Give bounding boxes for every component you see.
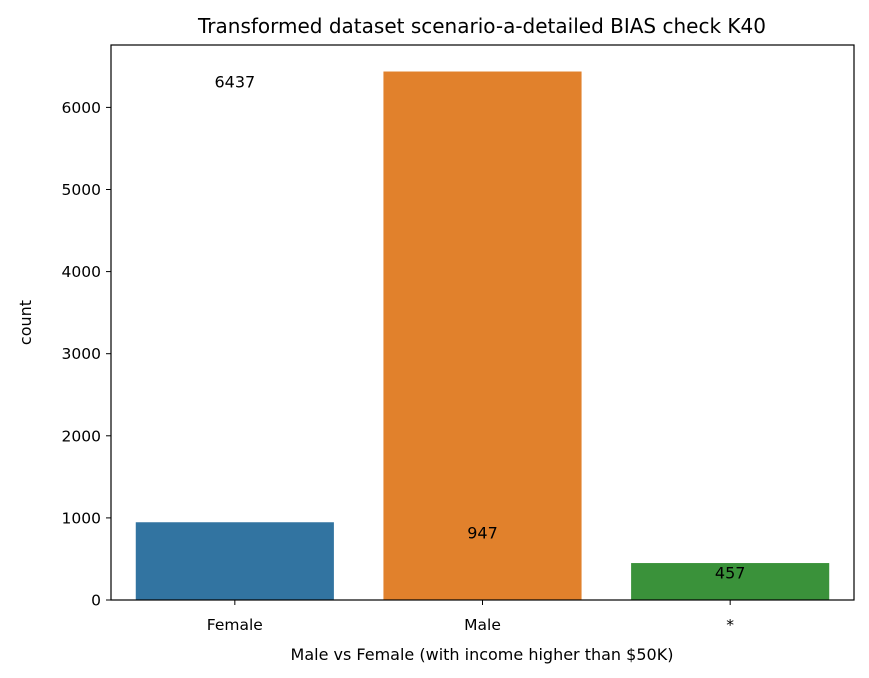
x-tick-label: Female <box>207 616 263 634</box>
bar-female <box>135 522 334 600</box>
chart-title: Transformed dataset scenario-a-detailed … <box>197 14 766 38</box>
y-tick-label: 0 <box>91 592 101 610</box>
y-tick-label: 1000 <box>62 509 101 527</box>
bar-male <box>383 71 582 600</box>
x-axis-label: Male vs Female (with income higher than … <box>291 645 674 664</box>
y-tick-label: 2000 <box>62 427 101 445</box>
x-tick-label: * <box>726 616 734 634</box>
y-tick-label: 6000 <box>62 99 101 117</box>
bars-group <box>135 71 830 600</box>
y-axis: 0 1000 2000 3000 4000 5000 6000 <box>62 99 111 610</box>
data-label: 947 <box>467 523 498 542</box>
y-tick-label: 4000 <box>62 263 101 281</box>
y-tick-label: 3000 <box>62 345 101 363</box>
data-label: 457 <box>715 563 746 582</box>
bar-other <box>631 563 830 600</box>
data-label: 6437 <box>214 73 255 92</box>
data-labels-group: 6437 947 457 <box>214 73 745 583</box>
x-tick-label: Male <box>464 616 501 634</box>
y-axis-label: count <box>16 300 35 345</box>
x-axis: Female Male * <box>207 600 734 634</box>
y-tick-label: 5000 <box>62 181 101 199</box>
